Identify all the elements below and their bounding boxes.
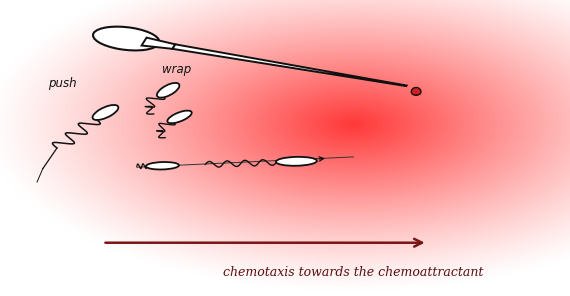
Text: push: push bbox=[48, 77, 77, 90]
Polygon shape bbox=[173, 44, 406, 86]
Ellipse shape bbox=[276, 157, 317, 166]
Polygon shape bbox=[142, 39, 165, 47]
Polygon shape bbox=[412, 88, 421, 95]
Ellipse shape bbox=[93, 27, 160, 50]
Ellipse shape bbox=[157, 83, 180, 98]
Ellipse shape bbox=[146, 162, 179, 170]
Ellipse shape bbox=[168, 111, 192, 123]
Ellipse shape bbox=[92, 105, 119, 120]
Text: wrap: wrap bbox=[162, 62, 192, 75]
Polygon shape bbox=[141, 38, 176, 49]
Text: chemotaxis towards the chemoattractant: chemotaxis towards the chemoattractant bbox=[223, 266, 483, 279]
